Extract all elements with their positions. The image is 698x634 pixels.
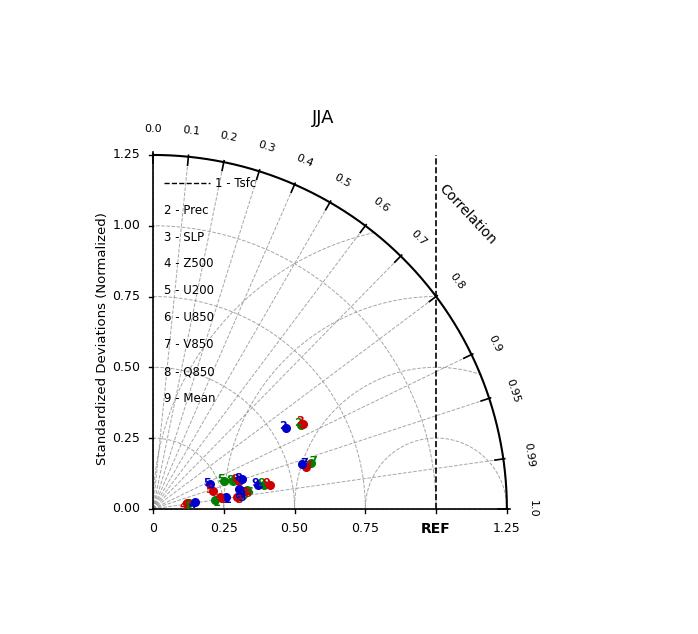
Text: 0.50: 0.50 — [112, 361, 140, 374]
Text: 2: 2 — [297, 417, 304, 427]
Text: 0.9: 0.9 — [486, 333, 503, 354]
Text: 7 - V850: 7 - V850 — [164, 338, 214, 351]
Text: 1.25: 1.25 — [112, 148, 140, 162]
Text: 1.25: 1.25 — [493, 522, 521, 534]
Text: 8: 8 — [232, 474, 239, 484]
Text: 0.3: 0.3 — [257, 139, 276, 154]
Text: 0.50: 0.50 — [281, 522, 309, 534]
Text: 0.25: 0.25 — [112, 432, 140, 444]
Text: 1: 1 — [213, 498, 221, 508]
Text: 1: 1 — [218, 495, 226, 505]
Text: 0.0: 0.0 — [144, 124, 162, 134]
Text: 3 - SLP: 3 - SLP — [164, 231, 205, 243]
Text: 1: 1 — [224, 495, 232, 505]
Text: 5: 5 — [217, 474, 225, 484]
Text: 1 - Tsfc: 1 - Tsfc — [215, 177, 257, 190]
Text: 2: 2 — [294, 418, 302, 428]
Text: 6 - U850: 6 - U850 — [164, 311, 214, 324]
Text: 8 - Q850: 8 - Q850 — [164, 365, 215, 378]
Text: 9: 9 — [257, 478, 265, 488]
Text: 0.7: 0.7 — [409, 228, 429, 248]
Text: 8: 8 — [226, 475, 234, 484]
Text: 0.99: 0.99 — [522, 443, 535, 469]
Text: 0.95: 0.95 — [505, 377, 522, 404]
Text: 3: 3 — [241, 491, 248, 501]
Text: 5 - U200: 5 - U200 — [164, 284, 214, 297]
Text: 0.4: 0.4 — [295, 153, 315, 169]
Text: JJA: JJA — [311, 109, 334, 127]
Text: 0.25: 0.25 — [210, 522, 238, 534]
Text: 0.00: 0.00 — [112, 502, 140, 515]
Text: 4: 4 — [188, 500, 196, 510]
Text: 6: 6 — [243, 489, 251, 499]
Text: 2 - Prec: 2 - Prec — [164, 204, 209, 217]
Text: 0.5: 0.5 — [332, 172, 352, 189]
Text: 5: 5 — [203, 478, 211, 488]
Text: 6: 6 — [237, 487, 245, 497]
Text: 0.75: 0.75 — [351, 522, 379, 534]
Text: 4 - Z500: 4 - Z500 — [164, 257, 214, 271]
Text: 7: 7 — [301, 458, 309, 468]
Text: 9: 9 — [262, 478, 271, 488]
Text: 0.1: 0.1 — [181, 126, 200, 137]
Text: 0: 0 — [149, 522, 157, 534]
Text: 3: 3 — [235, 495, 243, 505]
Text: 4: 4 — [180, 501, 188, 511]
Text: Correlation: Correlation — [436, 182, 498, 248]
Text: Standardized Deviations (Normalized): Standardized Deviations (Normalized) — [96, 212, 109, 465]
Text: 5: 5 — [206, 485, 213, 495]
Text: 1.00: 1.00 — [112, 219, 140, 232]
Text: 6: 6 — [246, 488, 253, 498]
Text: 0.75: 0.75 — [112, 290, 140, 303]
Text: 7: 7 — [309, 456, 317, 467]
Text: 9: 9 — [251, 478, 259, 488]
Text: 3: 3 — [238, 493, 246, 503]
Text: 2: 2 — [279, 421, 287, 431]
Text: 0.6: 0.6 — [371, 196, 391, 215]
Text: 8: 8 — [235, 473, 242, 482]
Text: REF: REF — [421, 522, 451, 536]
Text: 0.8: 0.8 — [447, 271, 466, 291]
Text: 0.2: 0.2 — [219, 131, 239, 144]
Text: 1.0: 1.0 — [528, 500, 537, 517]
Text: 7: 7 — [304, 461, 312, 471]
Text: 9 - Mean: 9 - Mean — [164, 392, 216, 405]
Text: 4: 4 — [183, 501, 191, 511]
